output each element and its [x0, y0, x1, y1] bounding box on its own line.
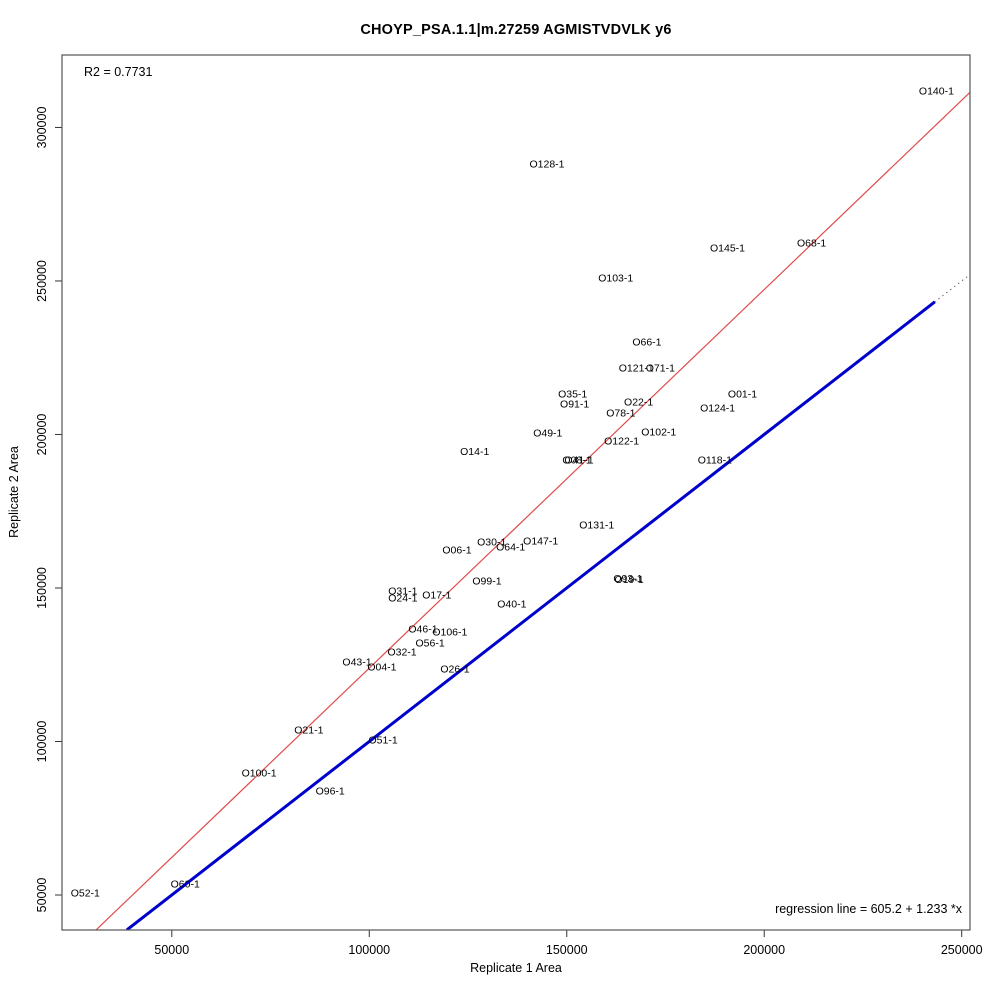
x-tick-label: 200000: [743, 943, 785, 957]
point-label: O17-1: [422, 590, 451, 602]
regression-line: [95, 91, 970, 930]
point-label: O140-1: [919, 85, 954, 97]
point-label: O64-1: [496, 542, 525, 554]
point-label: O102-1: [641, 427, 676, 439]
point-label: O52-1: [71, 887, 100, 899]
y-tick-label: 300000: [35, 107, 49, 149]
point-label: O08-1: [562, 454, 591, 466]
point-label: O26-1: [440, 664, 469, 676]
point-label: O99-1: [472, 575, 501, 587]
point-label: O100-1: [242, 768, 277, 780]
point-label: O19-1: [615, 574, 644, 586]
y-tick-label: 100000: [35, 721, 49, 763]
r2-annotation: R2 = 0.7731: [84, 65, 153, 79]
x-tick-label: 250000: [941, 943, 983, 957]
point-label: O68-1: [797, 237, 826, 249]
point-label: O30-1: [477, 536, 506, 548]
point-label: O96-1: [316, 785, 345, 797]
point-label: O01-1: [728, 388, 757, 400]
point-label: O93-1: [613, 573, 642, 585]
point-label: O124-1: [700, 403, 735, 415]
y-tick-label: 200000: [35, 414, 49, 456]
x-tick-label: 50000: [154, 943, 189, 957]
point-label: O147-1: [523, 536, 558, 548]
y-tick-label: 50000: [35, 878, 49, 913]
x-tick-label: 100000: [348, 943, 390, 957]
point-label: O78-1: [606, 407, 635, 419]
point-label: O122-1: [604, 435, 639, 447]
identity-segment-blue: [125, 300, 936, 930]
point-label: O46-1: [408, 624, 437, 636]
point-label: O35-1: [558, 388, 587, 400]
point-label: O56-1: [416, 637, 445, 649]
point-label: O103-1: [598, 272, 633, 284]
point-label: O128-1: [529, 158, 564, 170]
point-label: O31-1: [388, 586, 417, 598]
point-label: O06-1: [442, 544, 471, 556]
y-axis-label: Replicate 2 Area: [7, 446, 21, 538]
chart-title: CHOYP_PSA.1.1|m.27259 AGMISTVDVLK y6: [360, 22, 672, 38]
point-label: O91-1: [560, 399, 589, 411]
point-label: O24-1: [388, 593, 417, 605]
point-label: O66-1: [632, 337, 661, 349]
point-label: O145-1: [710, 243, 745, 255]
plot-frame: [61, 54, 971, 931]
point-label: O51-1: [369, 734, 398, 746]
x-axis-label: Replicate 1 Area: [470, 961, 562, 975]
point-label: O71-1: [646, 363, 675, 375]
x-tick-label: 150000: [546, 943, 588, 957]
point-label: O131-1: [579, 520, 614, 532]
point-label: O106-1: [432, 626, 467, 638]
point-label: O40-1: [497, 598, 526, 610]
regression-equation-annotation: regression line = 605.2 + 1.233 *x: [775, 902, 962, 916]
point-label: O118-1: [698, 454, 732, 466]
point-label: O04-1: [367, 661, 396, 673]
point-label: O32-1: [387, 647, 416, 659]
point-label: O60-1: [171, 878, 200, 890]
point-label: O49-1: [533, 427, 562, 439]
point-label: O43-1: [342, 656, 371, 668]
y-tick-label: 250000: [35, 260, 49, 302]
y-tick-label: 150000: [35, 567, 49, 609]
point-label: O41-1: [564, 454, 593, 466]
point-label: O21-1: [294, 725, 323, 737]
point-label: O14-1: [460, 446, 489, 458]
point-label: O22-1: [624, 396, 653, 408]
point-label: O121-1: [619, 363, 654, 375]
